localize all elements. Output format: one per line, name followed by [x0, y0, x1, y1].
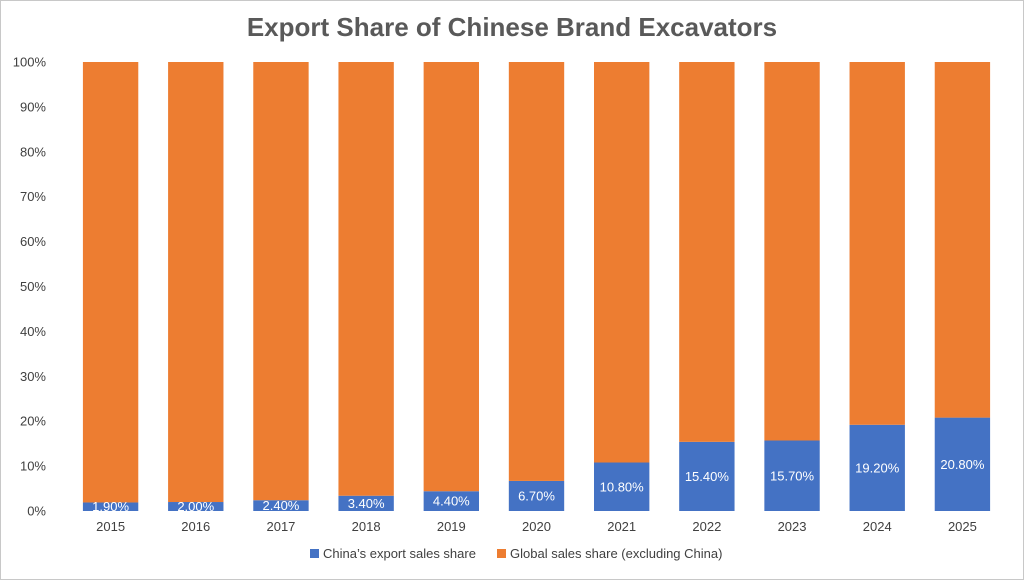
- bar-china-export-2021: [594, 462, 650, 511]
- bar-china-export-2018: [338, 495, 394, 511]
- bar-global-excl-china-2022: [679, 62, 735, 442]
- y-tick-label: 20%: [20, 414, 46, 429]
- bar-china-export-2019: [423, 491, 479, 511]
- x-tick-label: 2015: [96, 519, 125, 534]
- x-tick-label: 2017: [266, 519, 295, 534]
- data-label: 10.80%: [600, 479, 645, 494]
- bar-global-excl-china-2016: [168, 62, 224, 503]
- bar-global-excl-china-2018: [338, 62, 394, 496]
- bar-china-export-2023: [764, 440, 820, 511]
- y-tick-label: 90%: [20, 99, 46, 114]
- y-tick-label: 60%: [20, 234, 46, 249]
- legend-label-global-excl-china: Global sales share (excluding China): [510, 546, 722, 561]
- x-tick-label: 2021: [607, 519, 636, 534]
- legend-swatch-global-excl-china: [497, 549, 506, 558]
- y-tick-label: 100%: [13, 55, 47, 70]
- x-tick-label: 2022: [692, 519, 721, 534]
- bar-global-excl-china-2020: [508, 62, 565, 481]
- x-axis: 2015 2016 2017 2018 2019 2020 2021 2022 2023 2024…: [96, 519, 977, 534]
- data-label: 3.40%: [348, 496, 385, 511]
- bar-global-excl-china-2015: [82, 62, 139, 503]
- bars-group: 1.90% 2.00% 2.40% 3.40% 4.40% 6.70% 10.80% 15.4…: [82, 62, 991, 514]
- bar-china-export-2022: [679, 441, 735, 511]
- y-tick-label: 0%: [27, 504, 46, 519]
- chart-title: Export Share of Chinese Brand Excavators: [247, 12, 777, 42]
- bar-global-excl-china-2023: [764, 62, 820, 441]
- x-tick-label: 2016: [181, 519, 210, 534]
- bar-global-excl-china-2021: [594, 62, 650, 463]
- y-tick-label: 10%: [20, 459, 46, 474]
- data-label: 19.20%: [855, 460, 900, 475]
- y-tick-label: 70%: [20, 189, 46, 204]
- legend: China’s export sales share Global sales s…: [310, 546, 722, 561]
- data-label: 20.80%: [940, 457, 985, 472]
- bar-global-excl-china-2025: [934, 62, 991, 418]
- x-tick-label: 2020: [522, 519, 551, 534]
- bar-global-excl-china-2024: [849, 62, 905, 425]
- bar-china-export-2024: [849, 424, 905, 511]
- bar-china-export-2017: [253, 500, 309, 511]
- x-tick-label: 2018: [352, 519, 381, 534]
- data-label: 1.90%: [92, 499, 129, 514]
- bar-china-export-2020: [508, 480, 565, 511]
- y-tick-label: 50%: [20, 279, 46, 294]
- bar-china-export-2015: [82, 502, 139, 511]
- x-tick-label: 2019: [437, 519, 466, 534]
- bar-global-excl-china-2017: [253, 62, 309, 501]
- data-label: 6.70%: [518, 488, 555, 503]
- data-label: 15.40%: [685, 469, 730, 484]
- y-axis: 0% 10% 20% 30% 40% 50% 60% 70% 80% 90% 100%: [13, 55, 47, 519]
- bar-china-export-2025: [934, 417, 991, 511]
- bar-china-export-2016: [168, 502, 224, 511]
- x-tick-label: 2024: [863, 519, 892, 534]
- bar-global-excl-china-2019: [423, 62, 479, 492]
- y-tick-label: 30%: [20, 369, 46, 384]
- x-tick-label: 2023: [778, 519, 807, 534]
- legend-label-china-export: China’s export sales share: [323, 546, 476, 561]
- data-label: 2.40%: [263, 498, 300, 513]
- y-tick-label: 80%: [20, 144, 46, 159]
- legend-swatch-china-export: [310, 549, 319, 558]
- x-tick-label: 2025: [948, 519, 977, 534]
- y-tick-label: 40%: [20, 324, 46, 339]
- data-label: 4.40%: [433, 494, 470, 509]
- data-label: 2.00%: [177, 499, 214, 514]
- data-label: 15.70%: [770, 468, 815, 483]
